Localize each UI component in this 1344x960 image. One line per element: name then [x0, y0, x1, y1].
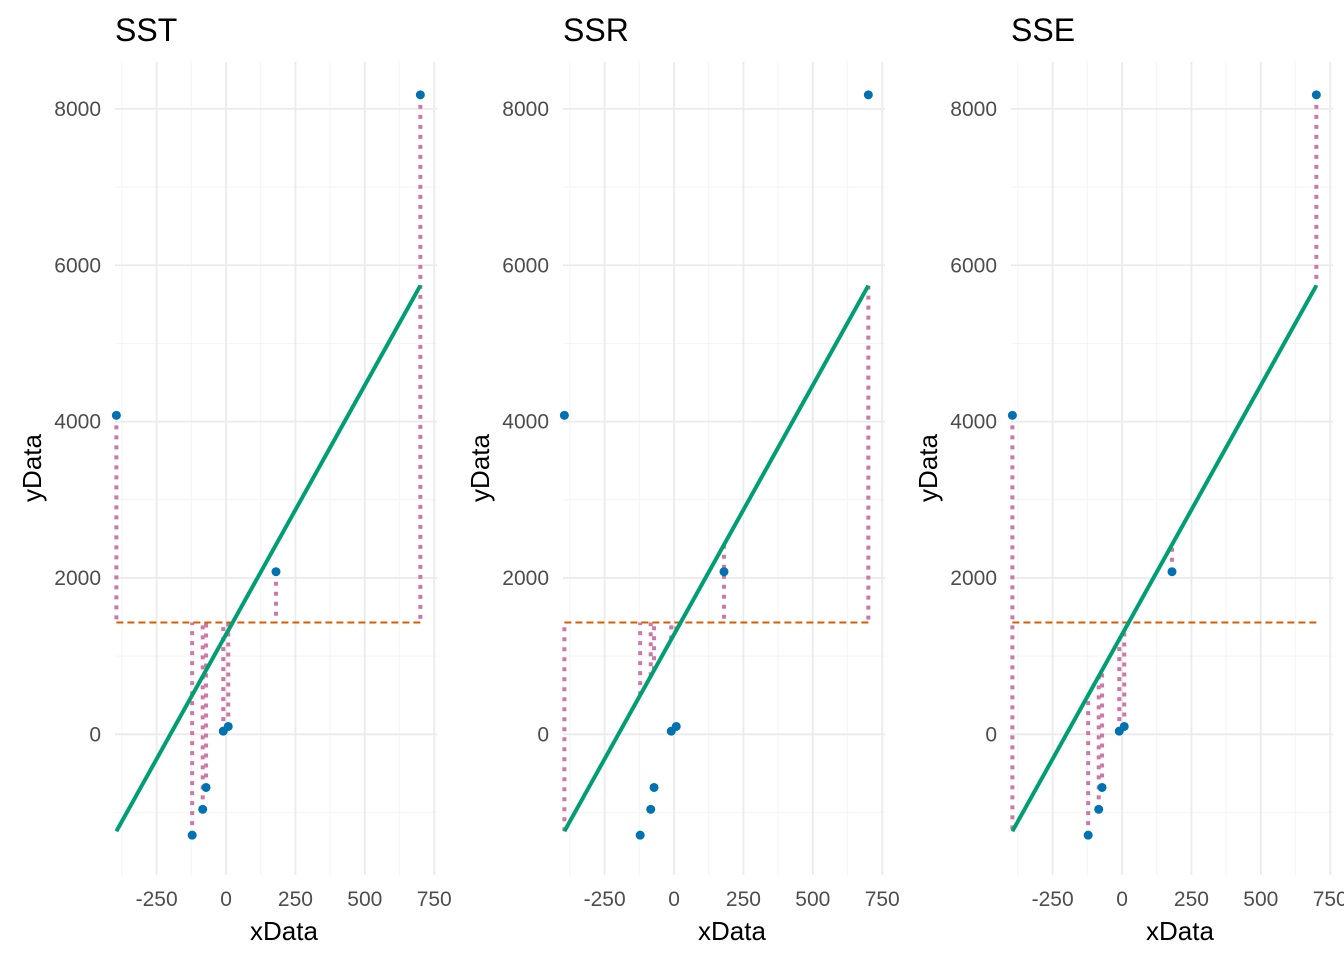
data-point	[635, 830, 645, 840]
x-tick-label: 500	[795, 888, 830, 911]
data-point	[1119, 721, 1129, 731]
panel-title: SST	[115, 12, 177, 48]
y-tick-label: 0	[89, 723, 101, 746]
x-tick-label: 0	[1116, 888, 1128, 911]
regression-line	[114, 284, 423, 833]
data-point	[111, 410, 121, 420]
data-point	[1311, 90, 1321, 100]
x-tick-label: -250	[136, 888, 178, 911]
y-tick-label: 4000	[54, 411, 101, 434]
x-tick-label: 250	[726, 888, 761, 911]
y-tick-label: 0	[985, 723, 997, 746]
y-axis-title: yData	[465, 434, 495, 502]
chart-panel-ssr: -250 0 250 500 750 0 2000 4000 6000 8000 xData yDat…	[465, 12, 900, 946]
x-tick-label: -250	[1032, 888, 1074, 911]
data-point	[646, 804, 656, 814]
y-tick-label: 4000	[502, 411, 549, 434]
panel-title: SSR	[563, 12, 629, 48]
data-point	[201, 782, 211, 792]
data-point	[1094, 804, 1104, 814]
data-point	[271, 567, 281, 577]
y-axis-title: yData	[17, 434, 47, 502]
data-point	[1097, 782, 1107, 792]
y-axis-title: yData	[913, 434, 943, 502]
x-tick-label: 500	[347, 888, 382, 911]
x-tick-label: 500	[1243, 888, 1278, 911]
data-point	[671, 721, 681, 731]
y-tick-label: 6000	[950, 254, 997, 277]
data-point	[649, 782, 659, 792]
data-point	[863, 90, 873, 100]
chart-panel-sst: -250 0 250 500 750 0 2000 4000 6000 8000 xData yDat…	[17, 12, 452, 946]
y-tick-label: 4000	[950, 411, 997, 434]
x-tick-label: 750	[417, 888, 452, 911]
y-tick-label: 2000	[502, 567, 549, 590]
data-point	[415, 90, 425, 100]
data-point	[719, 567, 729, 577]
panel-title: SSE	[1011, 12, 1075, 48]
y-tick-label: 8000	[54, 98, 101, 121]
x-tick-label: 0	[668, 888, 680, 911]
y-tick-label: 6000	[502, 254, 549, 277]
x-axis-title: xData	[250, 916, 318, 946]
y-tick-label: 8000	[950, 98, 997, 121]
regression-line	[1010, 284, 1319, 833]
y-tick-label: 2000	[54, 567, 101, 590]
x-tick-label: 750	[1313, 888, 1344, 911]
x-tick-label: 250	[278, 888, 313, 911]
x-tick-label: 0	[220, 888, 232, 911]
x-axis-title: xData	[1146, 916, 1214, 946]
y-tick-label: 8000	[502, 98, 549, 121]
chart-panel-sse: -250 0 250 500 750 0 2000 4000 6000 8000 xData yDat…	[913, 12, 1344, 946]
y-tick-label: 6000	[54, 254, 101, 277]
x-tick-label: 250	[1174, 888, 1209, 911]
data-point	[559, 410, 569, 420]
x-tick-label: -250	[584, 888, 626, 911]
data-point	[1083, 830, 1093, 840]
data-point	[187, 830, 197, 840]
y-tick-label: 2000	[950, 567, 997, 590]
data-point	[1167, 567, 1177, 577]
regression-line	[562, 284, 871, 833]
data-point	[198, 804, 208, 814]
y-tick-label: 0	[537, 723, 549, 746]
data-point	[223, 721, 233, 731]
x-tick-label: 750	[865, 888, 900, 911]
x-axis-title: xData	[698, 916, 766, 946]
data-point	[1007, 410, 1017, 420]
